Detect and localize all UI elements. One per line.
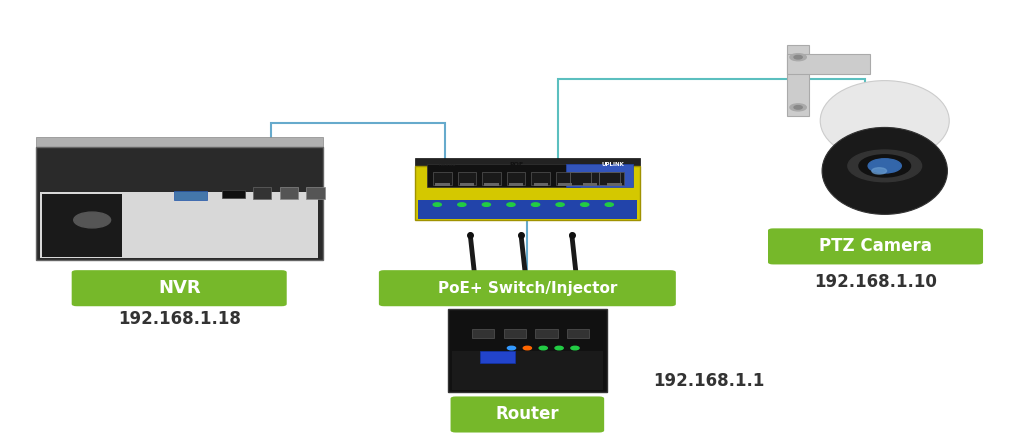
Bar <box>583 183 597 186</box>
Bar <box>534 183 548 186</box>
Text: NVR: NVR <box>158 279 201 297</box>
Bar <box>482 172 501 185</box>
Circle shape <box>531 203 540 206</box>
Bar <box>566 164 633 187</box>
Circle shape <box>871 168 887 174</box>
Bar <box>435 183 450 186</box>
Text: POE: POE <box>509 162 523 168</box>
Bar <box>174 191 207 200</box>
Bar <box>415 166 640 220</box>
Circle shape <box>556 203 564 206</box>
Bar <box>509 183 523 186</box>
Bar <box>36 137 323 147</box>
Bar <box>484 183 499 186</box>
Bar <box>427 164 581 187</box>
Bar <box>415 158 640 166</box>
Bar <box>42 194 122 257</box>
Bar <box>787 45 809 116</box>
Circle shape <box>581 203 589 206</box>
Ellipse shape <box>822 128 947 214</box>
Bar <box>605 172 624 185</box>
Bar <box>460 183 474 186</box>
Circle shape <box>523 346 531 350</box>
Circle shape <box>555 346 563 350</box>
Bar <box>280 187 298 199</box>
Circle shape <box>458 203 466 206</box>
Circle shape <box>868 159 901 173</box>
FancyBboxPatch shape <box>768 228 983 264</box>
Text: PoE+ Switch/Injector: PoE+ Switch/Injector <box>437 281 617 296</box>
Bar <box>570 172 591 185</box>
Bar <box>507 172 525 185</box>
Text: UPLINK: UPLINK <box>601 162 625 168</box>
Text: Router: Router <box>496 406 559 423</box>
Bar <box>479 351 515 363</box>
Bar <box>567 329 589 338</box>
Circle shape <box>507 203 515 206</box>
FancyBboxPatch shape <box>451 396 604 433</box>
FancyBboxPatch shape <box>72 270 287 306</box>
Circle shape <box>859 155 910 177</box>
Circle shape <box>794 55 802 59</box>
Bar <box>556 172 574 185</box>
Bar <box>504 329 525 338</box>
Bar <box>306 187 325 199</box>
Bar <box>418 200 637 219</box>
Bar <box>472 329 494 338</box>
Bar <box>222 190 245 198</box>
Bar <box>607 183 622 186</box>
Text: PTZ Camera: PTZ Camera <box>819 238 932 255</box>
Circle shape <box>539 346 547 350</box>
Text: 192.168.1.10: 192.168.1.10 <box>814 273 937 290</box>
Bar <box>599 172 620 185</box>
Circle shape <box>605 203 613 206</box>
Text: Hikvisu: Hikvisu <box>438 162 457 168</box>
Ellipse shape <box>820 81 949 161</box>
Circle shape <box>790 54 806 61</box>
Bar <box>453 351 602 390</box>
Bar <box>581 172 599 185</box>
Circle shape <box>794 106 802 109</box>
Circle shape <box>74 212 111 228</box>
Bar <box>558 183 572 186</box>
Circle shape <box>848 150 922 182</box>
Bar <box>536 329 557 338</box>
Circle shape <box>508 346 515 350</box>
Bar <box>253 187 271 199</box>
Circle shape <box>482 203 490 206</box>
Bar <box>458 172 476 185</box>
Bar <box>787 54 870 74</box>
FancyBboxPatch shape <box>379 270 676 306</box>
Bar <box>433 172 452 185</box>
Circle shape <box>571 346 580 350</box>
Bar <box>40 192 318 258</box>
Text: 192.168.1.1: 192.168.1.1 <box>653 372 765 389</box>
Bar <box>36 147 323 260</box>
Text: 192.168.1.18: 192.168.1.18 <box>118 310 241 328</box>
Bar <box>449 309 606 392</box>
Circle shape <box>790 104 806 111</box>
Circle shape <box>433 203 441 206</box>
Bar <box>531 172 550 185</box>
